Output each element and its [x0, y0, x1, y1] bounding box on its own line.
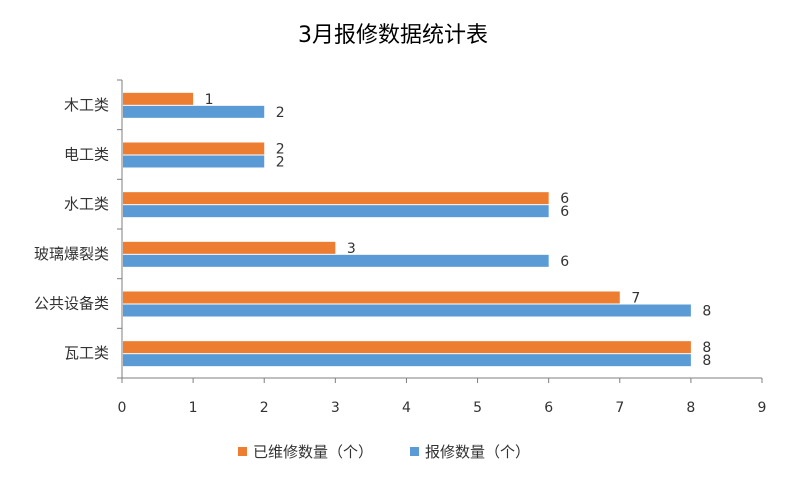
bar [123, 341, 691, 354]
data-label: 3 [347, 241, 356, 257]
category-label: 木工类 [64, 96, 109, 114]
x-tick-label: 8 [686, 400, 695, 416]
x-tick-label: 4 [402, 400, 411, 416]
x-tick-label: 5 [473, 400, 482, 416]
bar [123, 192, 549, 205]
bar [123, 155, 265, 168]
bar [123, 142, 265, 155]
data-label: 2 [276, 105, 285, 121]
data-label: 6 [560, 191, 569, 207]
x-tick-label: 2 [260, 400, 269, 416]
category-label: 电工类 [64, 146, 109, 164]
bar [123, 291, 620, 304]
legend-label: 已维修数量（个） [253, 443, 373, 461]
chart-title: 3月报修数据统计表 [298, 23, 488, 48]
x-tick-label: 3 [331, 400, 340, 416]
data-label: 6 [560, 254, 569, 270]
category-label: 玻璃爆裂类 [34, 245, 109, 263]
x-tick-label: 7 [615, 400, 624, 416]
category-label: 水工类 [64, 195, 109, 213]
category-label: 公共设备类 [34, 295, 109, 313]
legend: 已维修数量（个） 报修数量（个） [238, 443, 530, 461]
bar [123, 92, 194, 105]
bar [123, 205, 549, 218]
bar [123, 354, 691, 367]
data-label: 6 [560, 204, 569, 220]
data-label: 1 [205, 92, 214, 108]
data-label: 2 [276, 142, 285, 158]
bar [123, 241, 336, 254]
data-label: 2 [276, 155, 285, 171]
bar [123, 105, 265, 118]
data-label: 8 [702, 304, 711, 320]
legend-swatch [410, 447, 419, 456]
category-label: 瓦工类 [64, 344, 109, 362]
x-tick-label: 1 [189, 400, 198, 416]
legend-label: 报修数量（个） [425, 443, 530, 461]
x-tick-label: 0 [118, 400, 127, 416]
bar [123, 254, 549, 267]
data-label: 7 [631, 291, 640, 307]
x-tick-label: 9 [758, 400, 767, 416]
data-label: 8 [702, 353, 711, 369]
x-tick-label: 6 [544, 400, 553, 416]
legend-swatch [238, 447, 247, 456]
bar [123, 304, 691, 317]
data-label: 8 [702, 340, 711, 356]
